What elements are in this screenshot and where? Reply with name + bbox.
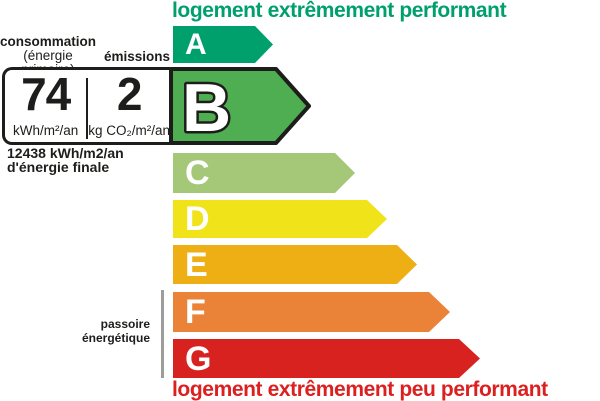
- consumption-title: consommation: [0, 34, 97, 49]
- class-g-letter: G: [185, 339, 212, 378]
- energy-sieve-label-line1: passoire: [100, 317, 150, 331]
- class-c-arrow: C: [173, 153, 355, 193]
- class-a-arrow: A: [173, 26, 273, 63]
- class-f-arrow: F: [173, 292, 450, 332]
- values-divider: [86, 78, 89, 139]
- values-box: 74 kWh/m²/an 2 kg CO₂/m²/an: [2, 67, 170, 145]
- energy-sieve-bracket: [161, 290, 164, 378]
- class-a-letter: A: [185, 27, 207, 61]
- top-performance-label: logement extrêmement performant: [172, 0, 507, 22]
- class-b-arrow-current: B: [169, 67, 311, 145]
- final-energy-line1: 12438 kWh/m2/an: [7, 145, 124, 161]
- class-b-letter: B: [182, 70, 231, 145]
- bottom-performance-label: logement extrêmement peu performant: [172, 378, 548, 401]
- emissions-header: émissions: [104, 49, 171, 64]
- emissions-unit: kg CO₂/m²/an: [88, 123, 170, 138]
- class-f-letter: F: [185, 293, 206, 331]
- class-b-arrow-shape: [169, 67, 311, 145]
- class-c-letter: C: [185, 154, 210, 192]
- consumption-unit: kWh/m²/an: [13, 123, 79, 138]
- final-energy-note: 12438 kWh/m2/an d'énergie finale: [7, 146, 124, 174]
- consumption-value: 74: [21, 68, 71, 120]
- class-g-arrow: G: [173, 339, 480, 378]
- energy-sieve-label: passoire énergétique: [50, 317, 150, 345]
- emissions-value: 2: [116, 68, 143, 120]
- class-e-letter: E: [185, 245, 208, 284]
- class-d-letter: D: [185, 200, 210, 238]
- final-energy-line2: d'énergie finale: [7, 159, 110, 175]
- emissions-column: 2 kg CO₂/m²/an: [88, 70, 170, 142]
- class-d-arrow: D: [173, 200, 387, 238]
- energy-sieve-label-line2: énergétique: [81, 330, 150, 345]
- class-e-arrow: E: [173, 245, 417, 284]
- consumption-column: 74 kWh/m²/an: [5, 70, 86, 142]
